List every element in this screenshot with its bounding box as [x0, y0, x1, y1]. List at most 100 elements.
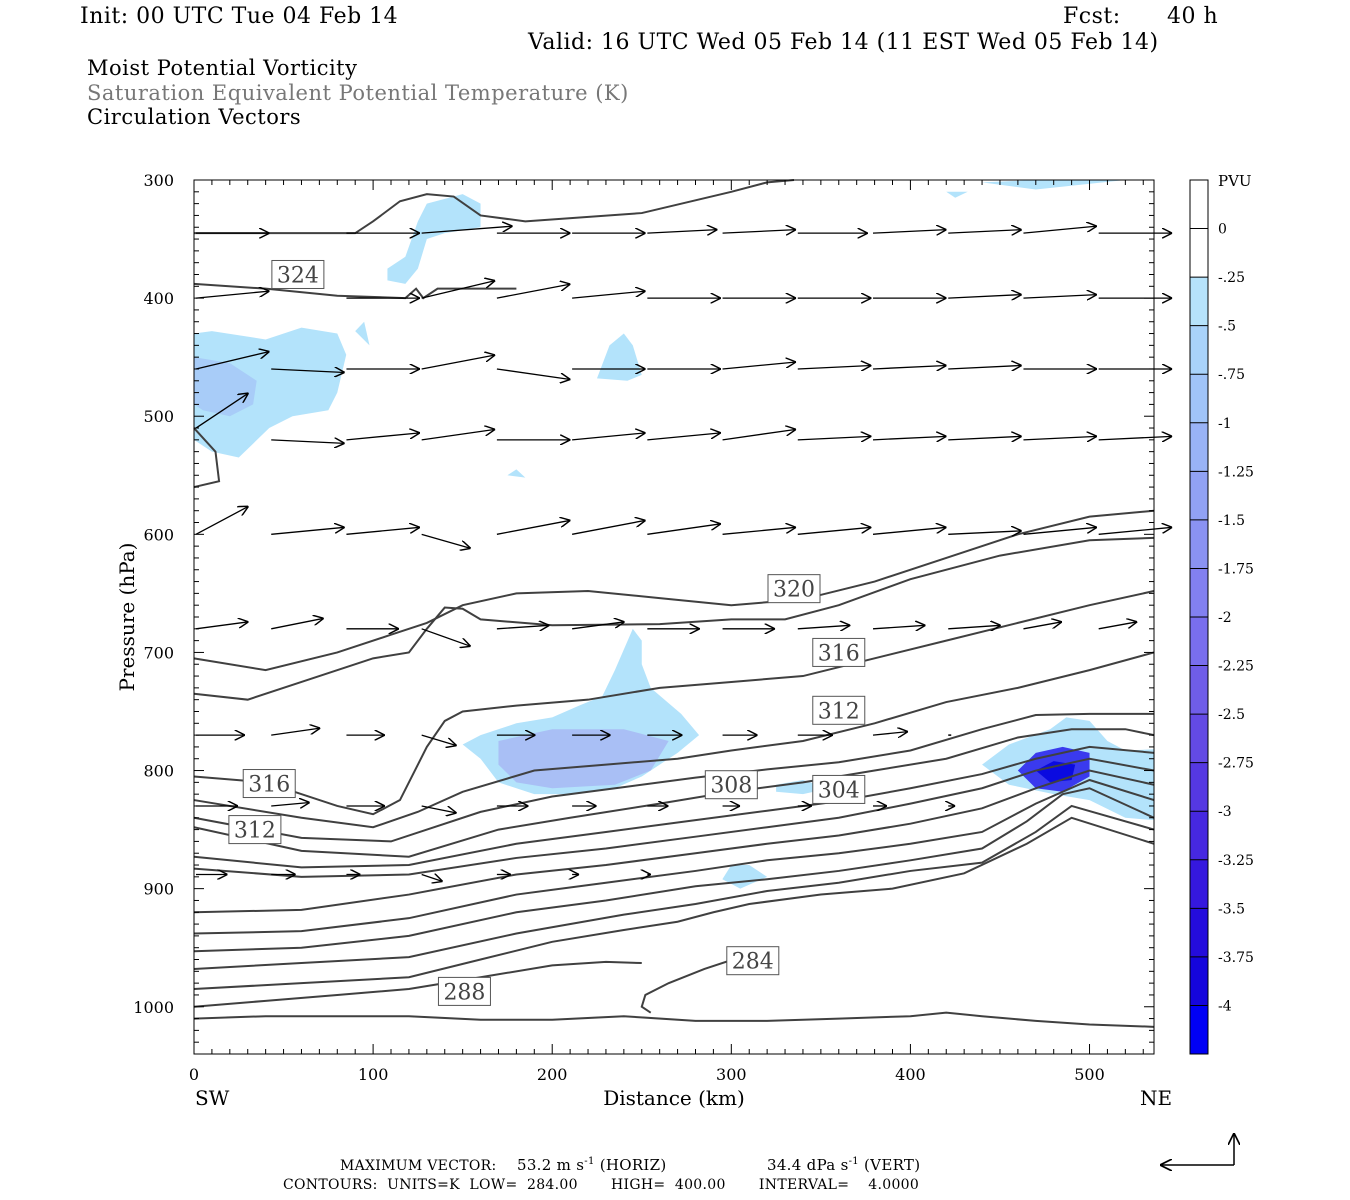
vector-arrow — [421, 734, 457, 746]
vector-arrow — [797, 527, 872, 535]
colorbar-label: -2.75 — [1218, 756, 1254, 772]
isentrope-line — [193, 787, 1155, 953]
contour-label-text: 304 — [818, 778, 860, 803]
colorbar-segment — [1190, 325, 1208, 375]
x-tick-label: 200 — [537, 1065, 568, 1084]
vector-arrow — [722, 362, 797, 370]
vector-arrow — [271, 618, 324, 630]
colorbar-label: -1 — [1218, 416, 1232, 432]
colorbar-label: -2.25 — [1218, 659, 1254, 675]
contour-label-text: 316 — [248, 773, 290, 798]
vector-arrow — [271, 802, 310, 806]
forecast-hour-value: 40 h — [1167, 4, 1219, 29]
y-tick-label: 1000 — [133, 998, 174, 1017]
max-vector-label: MAXIMUM VECTOR: — [340, 1158, 497, 1174]
colorbar-label: -4 — [1218, 998, 1232, 1014]
vector-arrow — [421, 429, 496, 441]
y-axis-title: Pressure (hPa) — [115, 543, 139, 692]
isentrope-line — [193, 427, 221, 489]
contour-label-box — [437, 976, 491, 1006]
contour-label: 324 — [271, 259, 325, 289]
vector-arrow — [271, 728, 320, 736]
isentrope-line — [193, 960, 642, 1008]
colorbar-segment — [1190, 762, 1208, 812]
isentrope-line — [193, 728, 1155, 858]
vector-arrow — [948, 531, 1022, 535]
vector-arrow — [647, 524, 721, 535]
x-tick-label: 100 — [358, 1065, 389, 1084]
colorbar-label: -1.75 — [1218, 561, 1254, 577]
colorbar-segment — [1190, 519, 1208, 569]
contour-label-text: 308 — [710, 774, 752, 799]
contour-labels: 324 320 316 312 308 304 316 312 284 288 — [228, 259, 866, 1006]
contour-label-text: 312 — [818, 699, 860, 724]
vector-arrow — [948, 365, 1022, 369]
contour-label-text: 316 — [818, 641, 860, 666]
contour-label: 312 — [812, 695, 866, 725]
vector-arrow — [1098, 622, 1138, 630]
vector-arrow — [872, 732, 908, 736]
vector-arrow — [797, 625, 851, 629]
vector-arrow — [271, 440, 345, 444]
vector-arrow — [572, 433, 646, 441]
x-axis-title: Distance (km) — [603, 1086, 745, 1110]
y-tick-label: 800 — [143, 762, 174, 781]
vector-arrow — [722, 429, 797, 441]
vector-arrow — [948, 295, 1022, 299]
colorbar-segment — [1190, 422, 1208, 472]
pv-region — [596, 333, 642, 381]
contour-label: 304 — [812, 774, 866, 804]
vector-arrow — [872, 365, 947, 369]
vector-arrow — [872, 625, 926, 629]
contour-label-box — [812, 637, 866, 667]
vector-arrow — [496, 368, 571, 380]
vector-arrow — [872, 527, 947, 535]
contour-label-box — [767, 574, 821, 604]
contour-label-box — [242, 769, 296, 799]
axis-ticks: 0 100 200 300 400 500 300 400 500 600 700 800 900 100… — [133, 171, 1154, 1084]
vector-arrow — [948, 625, 1001, 629]
x-tick-label: 0 — [189, 1065, 199, 1084]
colorbar-segment — [1190, 568, 1208, 618]
colorbar-segment — [1190, 228, 1208, 278]
isentrope-line — [193, 778, 1155, 935]
contour-label: 288 — [437, 976, 491, 1006]
vector-arrow — [421, 226, 513, 234]
vector-arrow — [271, 369, 345, 373]
colorbar-segment — [1190, 617, 1208, 667]
isentrope-line — [193, 651, 1155, 829]
vector-arrow — [195, 291, 270, 299]
contour-label: 312 — [228, 815, 282, 845]
contour-label-text: 312 — [234, 819, 276, 844]
pv-region — [946, 191, 968, 198]
vector-arrow — [421, 281, 496, 299]
reference-vector-icon — [1160, 1133, 1234, 1165]
contour-label: 316 — [812, 637, 866, 667]
y-tick-label: 700 — [143, 643, 174, 662]
colorbar-segment — [1190, 908, 1208, 958]
colorbar-label: -.25 — [1218, 270, 1245, 286]
pv-region — [387, 194, 481, 284]
contour-label-box — [812, 774, 866, 804]
contour-label-box — [812, 695, 866, 725]
vector-arrow — [421, 874, 443, 881]
x-tick-label: 500 — [1074, 1065, 1105, 1084]
vector-arrow — [722, 527, 797, 535]
contour-label-text: 284 — [732, 950, 774, 975]
vector-arrow — [1098, 527, 1173, 535]
colorbar-segment — [1190, 956, 1208, 1006]
isentrope-line — [193, 816, 1155, 991]
contour-info: CONTOURS: UNITS=K LOW= 284.00 HIGH= 400.… — [283, 1177, 920, 1193]
colorbar-label: 0 — [1218, 222, 1227, 238]
init-time: Init: 00 UTC Tue 04 Feb 14 — [80, 4, 399, 29]
pv-region — [355, 321, 370, 346]
y-tick-label: 600 — [143, 525, 174, 544]
vector-arrow — [195, 393, 249, 429]
vector-arrow — [195, 351, 270, 370]
contour-label-text: 324 — [277, 263, 319, 288]
vector-arrow — [195, 506, 249, 535]
contour-label: 308 — [704, 770, 758, 800]
colorbar-label: -1.5 — [1218, 513, 1245, 529]
colorbar-segment — [1190, 811, 1208, 861]
valid-time: Valid: 16 UTC Wed 05 Feb 14 (11 EST Wed … — [528, 30, 1159, 55]
